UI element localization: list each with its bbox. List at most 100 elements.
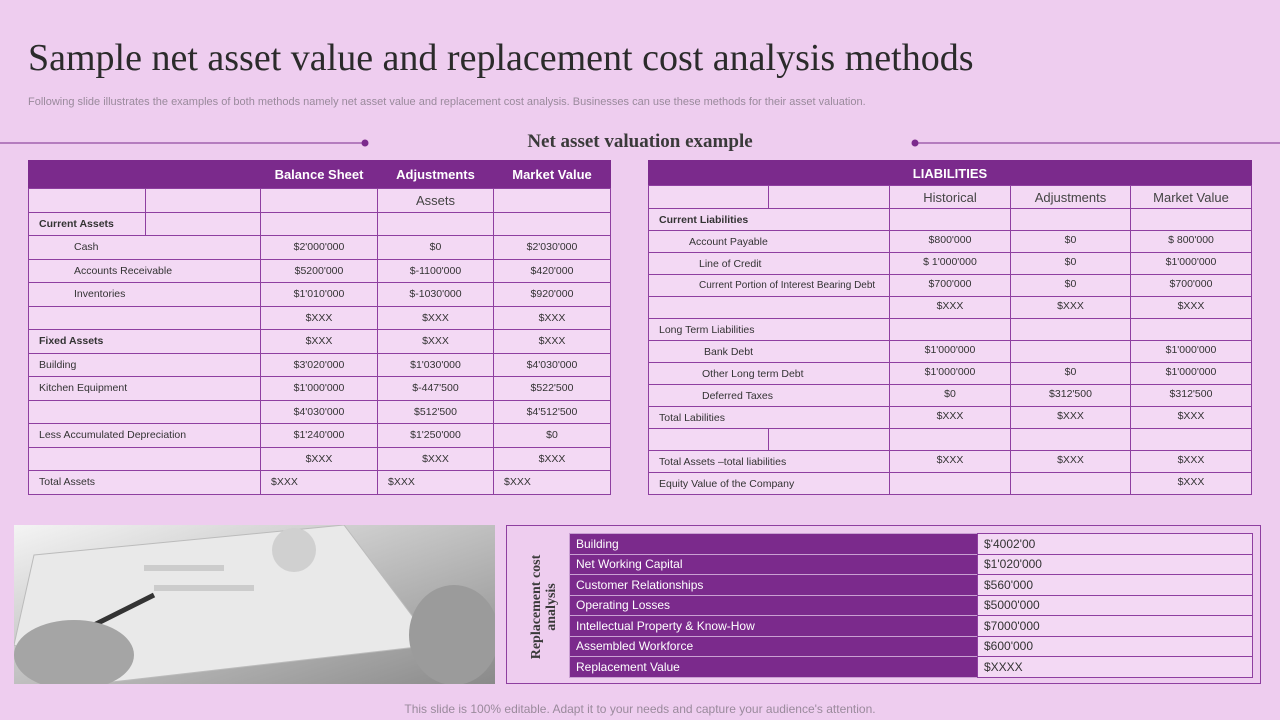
table-cell: $0 bbox=[1010, 274, 1131, 297]
row-label: Less Accumulated Depreciation bbox=[28, 423, 261, 448]
table-cell: $4'030'000 bbox=[493, 352, 611, 377]
row-label: Accounts Receivable bbox=[28, 258, 261, 283]
header-cell bbox=[28, 160, 261, 189]
table-cell: $ 1'000'000 bbox=[889, 252, 1011, 275]
table-cell: $XXX bbox=[889, 406, 1011, 429]
table-cell: $800'000 bbox=[889, 230, 1011, 253]
table-cell bbox=[145, 188, 261, 213]
row-label: Intellectual Property & Know-How bbox=[569, 615, 978, 637]
table-cell: $1'240'000 bbox=[260, 423, 378, 448]
table-cell bbox=[889, 318, 1011, 341]
table-cell: $XXX bbox=[889, 450, 1011, 473]
table-cell: $XXX bbox=[377, 446, 494, 471]
row-value: $5000'000 bbox=[977, 594, 1253, 616]
table-header: LIABILITIES bbox=[648, 160, 1252, 186]
table-cell: $XXX bbox=[493, 446, 611, 471]
replacement-title: Replacement cost analysis bbox=[529, 554, 559, 660]
row-label bbox=[648, 296, 890, 319]
table-cell: $512'500 bbox=[377, 399, 494, 424]
row-label: Deferred Taxes bbox=[648, 384, 890, 407]
table-cell: $0 bbox=[1010, 362, 1131, 385]
table-cell: $700'000 bbox=[1130, 274, 1252, 297]
table-cell: $0 bbox=[889, 384, 1011, 407]
row-label: Operating Losses bbox=[569, 594, 978, 616]
column-header: Market Value bbox=[493, 160, 611, 189]
table-cell: $2'030'000 bbox=[493, 235, 611, 260]
row-label: Account Payable bbox=[648, 230, 890, 253]
table-cell: $0 bbox=[1010, 230, 1131, 253]
table-cell bbox=[1010, 318, 1131, 341]
table-cell: $1'030'000 bbox=[377, 352, 494, 377]
row-label: Inventories bbox=[28, 282, 261, 307]
table-cell bbox=[889, 472, 1011, 495]
table-cell bbox=[1010, 208, 1131, 231]
table-cell: $XXX bbox=[377, 305, 494, 330]
table-cell bbox=[145, 211, 261, 236]
row-label: Fixed Assets bbox=[28, 329, 261, 354]
table-cell: $5200'000 bbox=[260, 258, 378, 283]
row-value: $1'020'000 bbox=[977, 553, 1253, 575]
table-cell: $312'500 bbox=[1130, 384, 1252, 407]
table-cell bbox=[493, 188, 611, 213]
row-value: $600'000 bbox=[977, 635, 1253, 657]
row-label: Current Assets bbox=[28, 211, 146, 236]
table-cell: $XXX bbox=[493, 470, 611, 495]
table-cell bbox=[493, 211, 611, 236]
table-cell: $1'000'000 bbox=[1130, 362, 1252, 385]
table-cell: $-1030'000 bbox=[377, 282, 494, 307]
column-header: Balance Sheet bbox=[260, 160, 378, 189]
photo bbox=[14, 525, 495, 684]
subheader: Assets bbox=[377, 188, 494, 213]
table-cell bbox=[377, 211, 494, 236]
table-cell: $XXX bbox=[1130, 406, 1252, 429]
table-cell bbox=[260, 188, 378, 213]
table-cell: $XXX bbox=[1010, 406, 1131, 429]
table-cell: $920'000 bbox=[493, 282, 611, 307]
table-cell: $1'000'000 bbox=[1130, 340, 1252, 363]
column-header: Adjustments bbox=[1010, 185, 1131, 209]
row-label: Long Term Liabilities bbox=[648, 318, 890, 341]
table-cell bbox=[1130, 428, 1252, 451]
row-label bbox=[28, 305, 261, 330]
footer: This slide is 100% editable. Adapt it to… bbox=[404, 702, 876, 716]
row-label: Replacement Value bbox=[569, 656, 978, 678]
table-cell bbox=[768, 428, 890, 451]
table-cell: $3'020'000 bbox=[260, 352, 378, 377]
table-cell: $XXX bbox=[493, 329, 611, 354]
row-label bbox=[28, 399, 261, 424]
table-cell: $522'500 bbox=[493, 376, 611, 401]
table-cell: $312'500 bbox=[1010, 384, 1131, 407]
row-label: Net Working Capital bbox=[569, 553, 978, 575]
table-cell: $4'512'500 bbox=[493, 399, 611, 424]
row-label: Current Portion of Interest Bearing Debt bbox=[648, 274, 890, 297]
table-cell bbox=[889, 428, 1011, 451]
table-cell: $420'000 bbox=[493, 258, 611, 283]
row-label: Total Assets –total liabilities bbox=[648, 450, 890, 473]
table-cell: $XXX bbox=[889, 296, 1011, 319]
row-label: Cash bbox=[28, 235, 261, 260]
column-header: Adjustments bbox=[377, 160, 494, 189]
table-cell: $XXX bbox=[260, 329, 378, 354]
table-cell: $1'250'000 bbox=[377, 423, 494, 448]
table-cell: $4'030'000 bbox=[260, 399, 378, 424]
table-cell: $XXX bbox=[260, 446, 378, 471]
table-cell: $700'000 bbox=[889, 274, 1011, 297]
subtitle: Following slide illustrates the examples… bbox=[28, 96, 866, 108]
table-cell bbox=[889, 208, 1011, 231]
table-cell: $0 bbox=[1010, 252, 1131, 275]
table-cell: $-1100'000 bbox=[377, 258, 494, 283]
row-label: Kitchen Equipment bbox=[28, 376, 261, 401]
table-cell: $ 800'000 bbox=[1130, 230, 1252, 253]
table-cell bbox=[768, 185, 890, 209]
table-cell: $XXX bbox=[377, 329, 494, 354]
table-cell bbox=[1010, 428, 1131, 451]
table-cell bbox=[648, 428, 769, 451]
row-value: $'4002'00 bbox=[977, 533, 1253, 555]
row-label: Current Liabilities bbox=[648, 208, 890, 231]
table-cell bbox=[1130, 208, 1252, 231]
row-value: $7000'000 bbox=[977, 615, 1253, 637]
row-label bbox=[28, 446, 261, 471]
table-cell: $0 bbox=[493, 423, 611, 448]
table-cell: $1'000'000 bbox=[1130, 252, 1252, 275]
